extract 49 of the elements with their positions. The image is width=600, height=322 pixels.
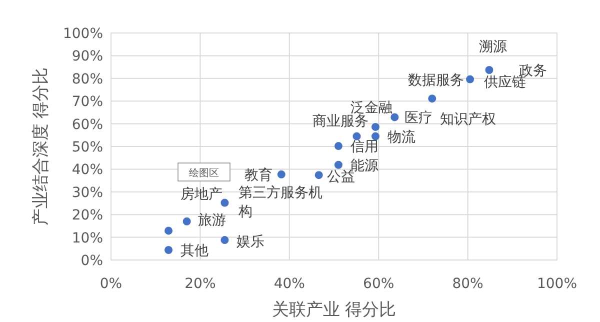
point	[314, 171, 323, 180]
annotation: 医疗	[404, 110, 433, 126]
point	[220, 236, 229, 244]
x-axis-title: 关联产业 得分比	[272, 300, 396, 320]
annotation: 知识产权	[440, 112, 496, 128]
annotation: 第三方服务机构	[238, 184, 323, 220]
point	[334, 160, 342, 169]
y-tick-label: 60%	[72, 116, 103, 133]
annotation: 教育	[244, 166, 272, 184]
y-tick-label: 0%	[80, 253, 103, 269]
x-tick-label: 100%	[536, 276, 578, 292]
y-tick-label: 10%	[72, 230, 103, 246]
x-tick-label: 20%	[184, 276, 216, 292]
point	[485, 66, 494, 74]
point	[334, 142, 342, 150]
point	[164, 226, 173, 235]
point	[220, 198, 229, 207]
annotation: 溯源	[479, 39, 508, 55]
point	[390, 113, 399, 122]
annotation: 信用	[350, 139, 378, 156]
x-tick-label: 40%	[274, 276, 305, 292]
annotation: 商业服务	[312, 113, 369, 130]
point	[466, 75, 474, 84]
y-tick-label: 50%	[72, 140, 103, 156]
annotation: 其他	[180, 243, 209, 260]
x-tick-label: 0%	[100, 276, 122, 292]
y-tick-label: 40%	[72, 162, 103, 178]
point	[428, 94, 436, 103]
y-tick-label: 70%	[72, 94, 103, 110]
y-tick-label: 20%	[72, 208, 103, 224]
annotation: 公益	[326, 169, 355, 186]
point	[371, 132, 380, 140]
annotation: 数据服务	[408, 72, 464, 88]
x-tick-label: 80%	[452, 276, 484, 292]
point	[371, 122, 380, 131]
point	[182, 217, 191, 226]
y-axis-title: 产业结合深度 得分比	[31, 67, 51, 226]
point	[164, 246, 173, 254]
point	[277, 170, 286, 178]
annotation: 物流	[387, 129, 416, 146]
y-tick-label: 80%	[72, 71, 103, 88]
annotation: 旅游	[198, 212, 226, 228]
annotation: 绘图区	[189, 167, 219, 179]
x-tick-label: 60%	[363, 276, 394, 292]
y-tick-label: 30%	[72, 184, 103, 201]
y-tick-label: 90%	[72, 48, 103, 65]
y-tick-label: 100%	[62, 26, 103, 42]
annotation: 娱乐	[236, 234, 265, 250]
annotation: 房地产	[180, 186, 223, 203]
